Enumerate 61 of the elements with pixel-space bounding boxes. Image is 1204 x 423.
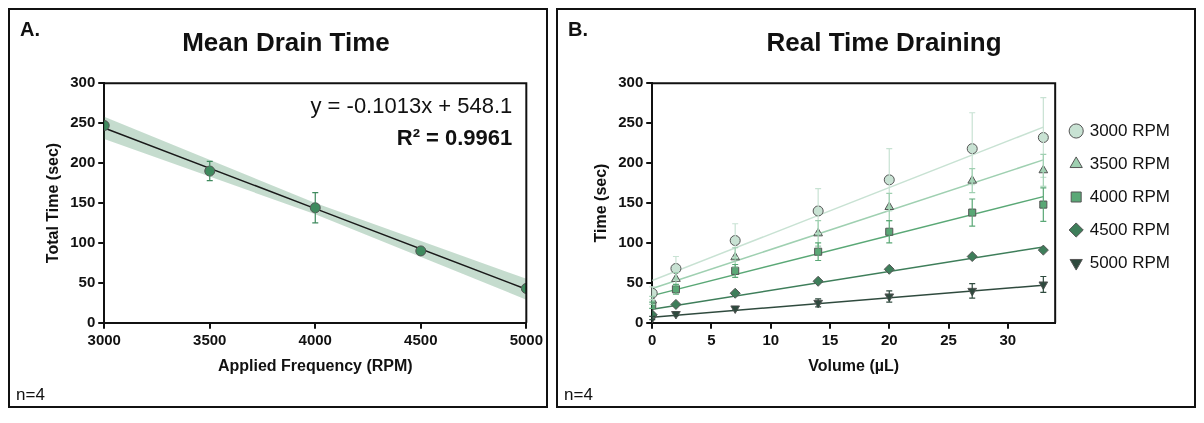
point <box>1038 281 1049 290</box>
x-tick-label: 5 <box>707 330 716 348</box>
x-tick-label: 4000 <box>298 330 332 348</box>
point <box>729 235 741 247</box>
point <box>1037 132 1049 144</box>
point <box>204 165 216 177</box>
x-tick-label: 15 <box>821 330 839 348</box>
y-tick-label: 150 <box>618 193 644 211</box>
y-tick-label: 100 <box>618 233 644 251</box>
chart-title: Mean Drain Time <box>182 26 390 57</box>
y-tick-label: 300 <box>618 73 644 91</box>
text: B. <box>568 18 588 40</box>
x-tick-label: 3000 <box>87 330 121 348</box>
point <box>884 201 895 210</box>
x-axis-title: Applied Frequency (RPM) <box>217 356 413 374</box>
text: n=4 <box>564 385 593 404</box>
annotation: y = -0.1013x + 548.1 <box>310 93 513 119</box>
y-axis-title: Total Time (sec) <box>44 142 62 264</box>
point <box>812 275 824 287</box>
y-tick-label: 50 <box>78 273 96 291</box>
point <box>1037 244 1049 256</box>
point <box>729 287 741 299</box>
y-tick-label: 250 <box>618 113 644 131</box>
y-tick-label: 200 <box>618 153 644 171</box>
y-tick-label: 50 <box>626 273 644 291</box>
x-tick-label: 20 <box>880 330 898 348</box>
y-tick-label: 100 <box>70 233 96 251</box>
y-axis-title: Time (sec) <box>592 163 610 243</box>
y-tick-label: 200 <box>70 153 96 171</box>
point <box>1039 200 1048 209</box>
x-tick-label: 30 <box>999 330 1017 348</box>
text: A. <box>20 18 40 40</box>
point <box>883 174 895 186</box>
legend-label: 3500 RPM <box>1089 153 1171 173</box>
y-tick-label: 300 <box>70 73 96 91</box>
y-tick-label: 0 <box>634 312 644 330</box>
point <box>670 298 682 310</box>
x-tick-label: 4500 <box>404 330 438 348</box>
point <box>966 251 978 263</box>
x-tick-label: 10 <box>762 330 780 348</box>
legend-label: 5000 RPM <box>1089 252 1171 272</box>
legend-label: 4000 RPM <box>1089 186 1171 206</box>
point <box>309 202 321 214</box>
legend-label: 3000 RPM <box>1089 120 1171 140</box>
y-tick-label: 250 <box>70 113 96 131</box>
x-tick-label: 25 <box>940 330 957 348</box>
point <box>883 263 895 275</box>
y-tick-label: 0 <box>86 312 96 330</box>
annotation: R² = 0.9961 <box>396 125 513 151</box>
text: n=4 <box>16 385 45 404</box>
x-tick-label: 3500 <box>193 330 227 348</box>
point <box>415 245 427 257</box>
point <box>967 175 978 184</box>
legend-label: 4500 RPM <box>1089 219 1171 239</box>
point <box>968 208 977 217</box>
point <box>966 143 978 155</box>
x-tick-label: 0 <box>648 330 657 348</box>
x-tick-label: 5000 <box>509 330 543 348</box>
chart-title: Real Time Draining <box>766 26 1002 57</box>
x-axis-title: Volume (µL) <box>808 356 900 374</box>
y-tick-label: 150 <box>70 193 96 211</box>
